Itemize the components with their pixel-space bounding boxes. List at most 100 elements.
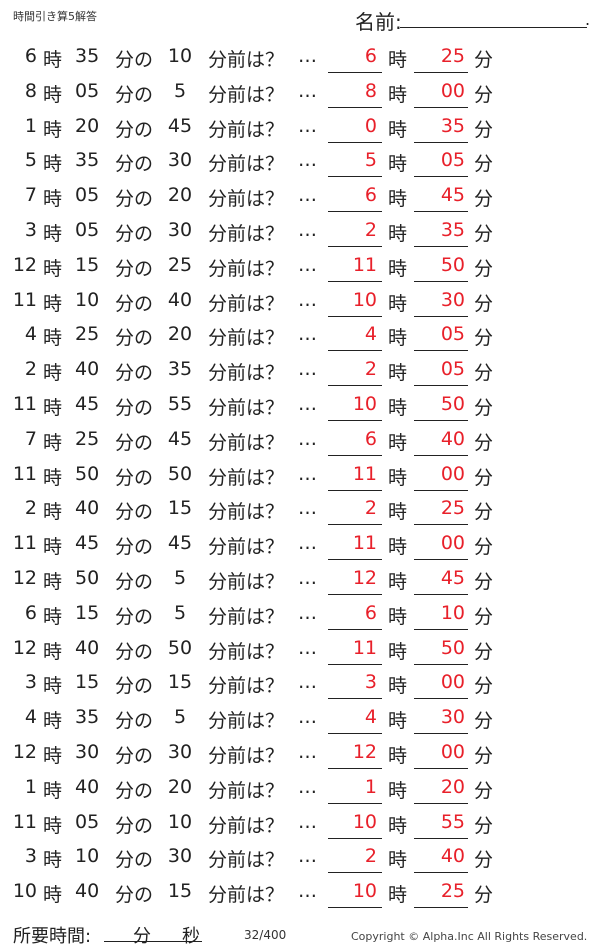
minute-of-label: 分の <box>115 118 154 141</box>
start-hour: 11 <box>12 393 37 415</box>
start-hour: 3 <box>24 845 37 868</box>
problem-row: 5 時 35 分の 30 分前は？… 5 時 05 分 <box>0 144 600 178</box>
problem-row: 3 時 05 分の 30 分前は？… 2 時 35 分 <box>0 214 600 248</box>
ellipsis: … <box>298 601 317 624</box>
answer-hour-line <box>328 524 382 526</box>
time-taken-label: 所要時間: <box>13 926 92 947</box>
answer-minute-line <box>414 350 468 352</box>
start-hour: 8 <box>24 79 37 102</box>
start-hour: 11 <box>12 288 37 311</box>
minutes-before: 5 <box>173 79 187 102</box>
minutes-before: 45 <box>167 532 193 555</box>
minutes-before-label: 分前は？ <box>208 501 285 524</box>
hour-label: 時 <box>43 605 63 628</box>
minute-of-label: 分の <box>115 223 154 245</box>
start-hour: 12 <box>12 253 37 276</box>
answer-minute-label: 分 <box>474 188 494 211</box>
answer-hour-label: 時 <box>388 188 408 211</box>
minutes-before: 45 <box>167 114 193 137</box>
minutes-before: 30 <box>167 845 193 868</box>
ellipsis: … <box>298 845 317 868</box>
answer-hour-line <box>328 72 382 73</box>
answer-hour: 2 <box>364 497 377 520</box>
minute-of-label: 分の <box>115 292 154 315</box>
start-minute: 50 <box>75 567 100 589</box>
answer-hour-line <box>328 837 382 839</box>
problem-row: 3 時 10 分の 30 分前は？… 2 時 40 分 <box>0 840 600 874</box>
hour-label: 時 <box>43 292 63 315</box>
minute-of-label: 分の <box>115 710 154 733</box>
problem-row: 12 時 40 分の 50 分前は？ … 11 時 50 分 <box>0 632 600 666</box>
answer-hour-label: 時 <box>388 571 408 593</box>
answer-minute-label: 分 <box>474 884 494 907</box>
hour-label: 時 <box>43 223 63 245</box>
answer-hour: 4 <box>364 323 377 346</box>
start-hour: 10 <box>12 880 37 903</box>
name-label: 名前: <box>355 10 402 34</box>
hour-label: 時 <box>43 640 63 663</box>
answer-minute-line <box>414 141 468 143</box>
hour-label: 時 <box>43 362 63 385</box>
answer-hour-line <box>328 176 382 178</box>
minutes-before-label: 分前は？ <box>208 188 285 211</box>
problem-row: 10 時 40 分の 15 分前は？ … 10 時 25 分 <box>0 875 600 909</box>
answer-hour-label: 時 <box>388 292 408 315</box>
problem-row: 4 時 35 分の 5 分前は？… 4 時 30 分 <box>0 701 600 735</box>
answer-hour-line <box>328 698 382 700</box>
problem-row: 6 時 15 分の 5 分前は？… 6 時 10 分 <box>0 597 600 631</box>
answer-minute: 00 <box>440 671 465 694</box>
minutes-before: 10 <box>167 810 193 833</box>
answer-hour: 10 <box>352 288 377 311</box>
problem-row: 12 時 50 分の 5 分前は？ … 12 時 45 分 <box>0 562 600 596</box>
answer-hour-label: 時 <box>388 675 408 698</box>
answer-minute: 00 <box>440 79 465 102</box>
minutes-before: 50 <box>167 636 193 659</box>
answer-minute-label: 分 <box>474 49 494 71</box>
answer-minute-line <box>414 280 468 282</box>
answer-hour: 6 <box>364 427 377 450</box>
time-taken-field[interactable] <box>104 941 202 942</box>
problem-row: 3 時 15 分の 15 分前は？… 3 時 00 分 <box>0 666 600 700</box>
answer-minute: 30 <box>440 288 465 311</box>
answer-minute-line <box>414 768 468 769</box>
answer-minute: 00 <box>440 462 465 485</box>
answer-minute-label: 分 <box>474 779 494 802</box>
answer-minute-line <box>414 698 468 700</box>
answer-minute: 05 <box>440 149 465 172</box>
answer-hour: 0 <box>364 114 377 137</box>
answer-hour-label: 時 <box>388 605 408 628</box>
start-hour: 4 <box>24 706 37 729</box>
answer-minute: 50 <box>440 253 465 276</box>
start-minute: 30 <box>75 741 100 763</box>
hour-label: 時 <box>43 745 63 767</box>
name-end: . <box>585 10 591 29</box>
start-minute: 15 <box>75 253 100 276</box>
minutes-before-label: 分前は？ <box>208 223 285 245</box>
ellipsis: … <box>298 532 317 555</box>
name-field[interactable] <box>400 27 587 28</box>
problem-row: 12 時 30 分の 30 分前は？ … 12 時 00 分 <box>0 736 600 770</box>
minutes-before-label: 分前は？ <box>208 605 285 628</box>
minutes-before-label: 分前は？ <box>208 153 285 176</box>
ellipsis: … <box>298 288 317 311</box>
start-hour: 12 <box>12 567 37 589</box>
start-hour: 7 <box>24 184 37 207</box>
answer-hour-line <box>328 872 382 874</box>
hour-label: 時 <box>43 571 63 593</box>
minute-of-label: 分の <box>115 397 154 419</box>
minutes-before-label: 分前は？ <box>208 849 285 872</box>
answer-minute-label: 分 <box>474 501 494 524</box>
answer-hour-label: 時 <box>388 501 408 524</box>
start-hour: 6 <box>24 601 37 624</box>
answer-minute: 45 <box>440 184 465 207</box>
answer-hour-label: 時 <box>388 779 408 802</box>
minutes-before: 25 <box>167 253 193 276</box>
answer-hour-line <box>328 733 382 735</box>
answer-minute: 25 <box>440 497 465 520</box>
minutes-before: 30 <box>167 741 193 763</box>
start-hour: 2 <box>24 497 37 520</box>
answer-hour-line <box>328 628 382 630</box>
answer-minute: 25 <box>440 45 465 67</box>
answer-hour: 10 <box>352 393 377 415</box>
minute-of-label: 分の <box>115 431 154 454</box>
